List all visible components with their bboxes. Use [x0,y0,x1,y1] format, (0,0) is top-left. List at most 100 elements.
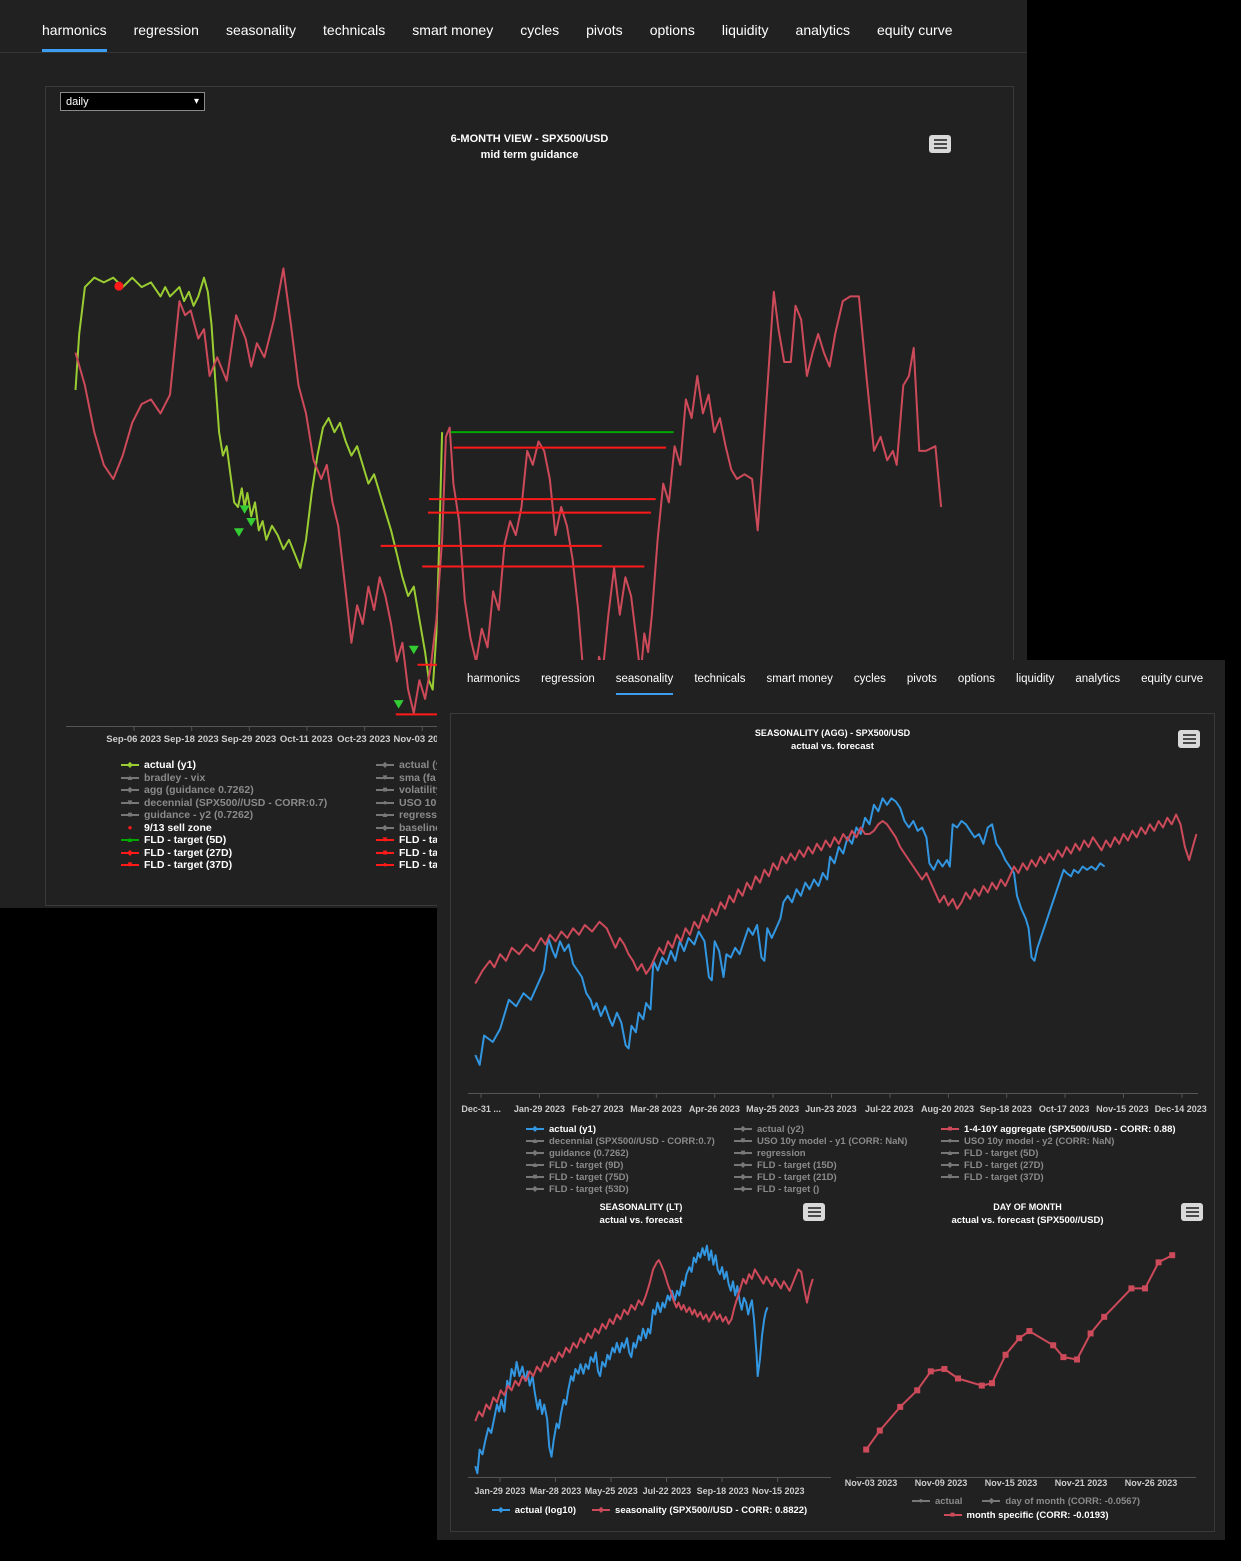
tab-options[interactable]: options [649,22,695,38]
legend-item[interactable]: ● USO 10y model - y2 (CORR: NaN) [941,1135,1176,1147]
tab-harmonics[interactable]: harmonics [42,22,107,52]
legend-item[interactable]: ◆ actual (y [376,759,442,772]
legend-label: seasonality (SPX500//USD - CORR: 0.8822) [615,1504,808,1516]
legend-label: sma (fa [399,771,436,784]
square-icon: ■ [376,785,394,795]
legend-item[interactable]: ◆ baseline [376,822,442,835]
legend-item[interactable]: ▼ FLD - ta [376,834,442,847]
legend-item[interactable]: ■ volatility [376,784,442,797]
diamond-icon: ◆ [592,1505,611,1515]
legend-item[interactable]: ● FLD - ta [376,859,442,872]
legend-item[interactable]: ◆ actual (log10) [491,1504,577,1516]
x-axis-label: Jan-29 2023 [513,1104,565,1114]
legend-item[interactable]: ▲ regressi [376,809,442,822]
tab-liquidity[interactable]: liquidity [1016,673,1055,685]
legend-item[interactable]: ◆ guidance (0.7262) [526,1147,715,1159]
tdown-icon: ▼ [376,835,394,845]
tab-liquidity[interactable]: liquidity [721,22,769,38]
tab-options[interactable]: options [957,673,996,685]
legend-item[interactable]: ▲ FLD - target (5D) [941,1147,1176,1159]
dom-chart-subtitle: actual vs. forecast (SPX500//USD) [951,1215,1104,1226]
tab-regression[interactable]: regression [541,673,595,685]
legend-item[interactable]: ■ month specific (CORR: -0.0193) [943,1509,1109,1521]
legend-item[interactable]: ● 9/13 sell zone [121,822,327,835]
legend-item[interactable]: ▲ bradley - vix [121,772,327,785]
legend-item[interactable]: ▼ FLD - target (37D) [941,1171,1176,1183]
legend-item[interactable]: ◆ FLD - target (27D) [941,1159,1176,1171]
legend-item[interactable]: ▼ sma (fa [376,772,442,785]
legend-item[interactable]: ▼ FLD - target (37D) [121,859,327,872]
tab-seasonality[interactable]: seasonality [225,22,297,38]
legend-item[interactable]: ● actual [911,1495,962,1507]
legend-label: USO 10 [399,796,437,809]
legend-label: actual (y1) [144,759,196,772]
legend-item[interactable]: ◆ FLD - target (27D) [121,847,327,860]
legend-item[interactable]: ◆ day of month (CORR: -0.0567) [982,1495,1140,1507]
timeframe-value: daily [66,95,89,108]
tab-harmonics[interactable]: harmonics [467,673,521,685]
legend-label: FLD - target (27D) [964,1159,1044,1171]
legend-item[interactable]: ■ FLD - target (75D) [526,1171,715,1183]
x-axis-label: Oct-23 2023 [337,734,391,745]
dom-chart-title: DAY OF MONTH [993,1202,1062,1212]
x-axis-labels: Sep-06 2023 Sep-18 2023 Sep-29 2023 Oct-11 … [105,734,450,745]
legend-item[interactable]: ■ 1-4-10Y aggregate (SPX500//USD - CORR: … [941,1123,1176,1135]
tab-seasonality[interactable]: seasonality [615,673,674,695]
legend-item[interactable]: ◆ actual (y1) [121,759,327,772]
x-axis-label: Sep-18 2023 [163,734,219,745]
tab-cycles[interactable]: cycles [520,22,560,38]
tab-smart-money[interactable]: smart money [766,673,833,685]
legend-label: actual (log10) [514,1504,577,1516]
chevron-down-icon: ▾ [193,96,199,107]
legend-item[interactable]: ▲ FLD - target (9D) [526,1159,715,1171]
legend-item[interactable]: ◆ FLD - target (53D) [526,1183,715,1195]
seasonality-panel: SEASONALITY (AGG) - SPX500/USD actual vs… [450,713,1215,1532]
legend-label: FLD - target (27D) [144,846,233,859]
x-axis-label: Mar-28 2023 [529,1486,582,1496]
legend-item[interactable]: ◆ FLD - target () [734,1183,907,1195]
tab-bar: harmonics regression seasonality technicals… [437,660,1225,695]
square-icon: ■ [941,1124,959,1134]
legend-item[interactable]: ■ regression [734,1147,907,1159]
legend-item[interactable]: ▲ decennial (SPX500//USD - CORR:0.7) [526,1135,715,1147]
legend-item[interactable]: ▼ USO 10y model - y1 (CORR: NaN) [734,1135,907,1147]
legend-item[interactable]: ◆ FLD - target (15D) [734,1159,907,1171]
legend-item[interactable]: ● USO 10 [376,797,442,810]
tab-analytics[interactable]: analytics [1075,673,1121,685]
legend-item[interactable]: ◆ actual (y1) [526,1123,715,1135]
diamond-icon: ◆ [734,1124,752,1134]
tab-equity-curve[interactable]: equity curve [877,22,953,38]
legend-item[interactable]: ◆ actual (y2) [734,1123,907,1135]
legend-item[interactable]: ◆ FLD - target (21D) [734,1171,907,1183]
x-axis-label: Dec-14 2023 [1154,1104,1207,1114]
legend-item[interactable]: ▲ FLD - target (5D) [121,834,327,847]
tab-cycles[interactable]: cycles [853,673,886,685]
timeframe-select[interactable]: daily ▾ [60,92,205,111]
legend-item[interactable]: ◆ agg (guidance 0.7262) [121,784,327,797]
tab-regression[interactable]: regression [133,22,199,38]
tdown-icon: ▼ [941,1172,959,1182]
tab-pivots[interactable]: pivots [906,673,937,685]
legend-item[interactable]: ◆ seasonality (SPX500//USD - CORR: 0.8822… [592,1504,807,1516]
tab-technicals[interactable]: technicals [323,22,386,38]
legend-item[interactable]: ▼ decennial (SPX500//USD - CORR:0.7) [121,797,327,810]
context-menu-button[interactable] [929,135,951,153]
x-axis-label: Nov-15 2023 [752,1486,805,1496]
tab-analytics[interactable]: analytics [795,22,851,38]
tab-smart-money[interactable]: smart money [412,22,494,38]
tab-pivots[interactable]: pivots [586,22,623,38]
circle-icon: ● [376,798,394,808]
square-icon: ■ [121,810,139,820]
context-menu-button[interactable] [1178,730,1200,748]
context-menu-button[interactable] [803,1203,825,1221]
tdown-icon: ▼ [376,773,394,783]
tab-equity-curve[interactable]: equity curve [1141,673,1204,685]
legend-item[interactable]: ■ FLD - ta [376,847,442,860]
diamond-icon: ◆ [526,1124,544,1134]
diamond-icon: ◆ [734,1184,752,1194]
context-menu-button[interactable] [1181,1203,1203,1221]
x-axis-label: Jul-22 2023 [864,1104,914,1114]
tab-technicals[interactable]: technicals [694,673,746,685]
legend-item[interactable]: ■ guidance - y2 (0.7262) [121,809,327,822]
seasonality-window: harmonics regression seasonality technicals… [437,660,1225,1540]
